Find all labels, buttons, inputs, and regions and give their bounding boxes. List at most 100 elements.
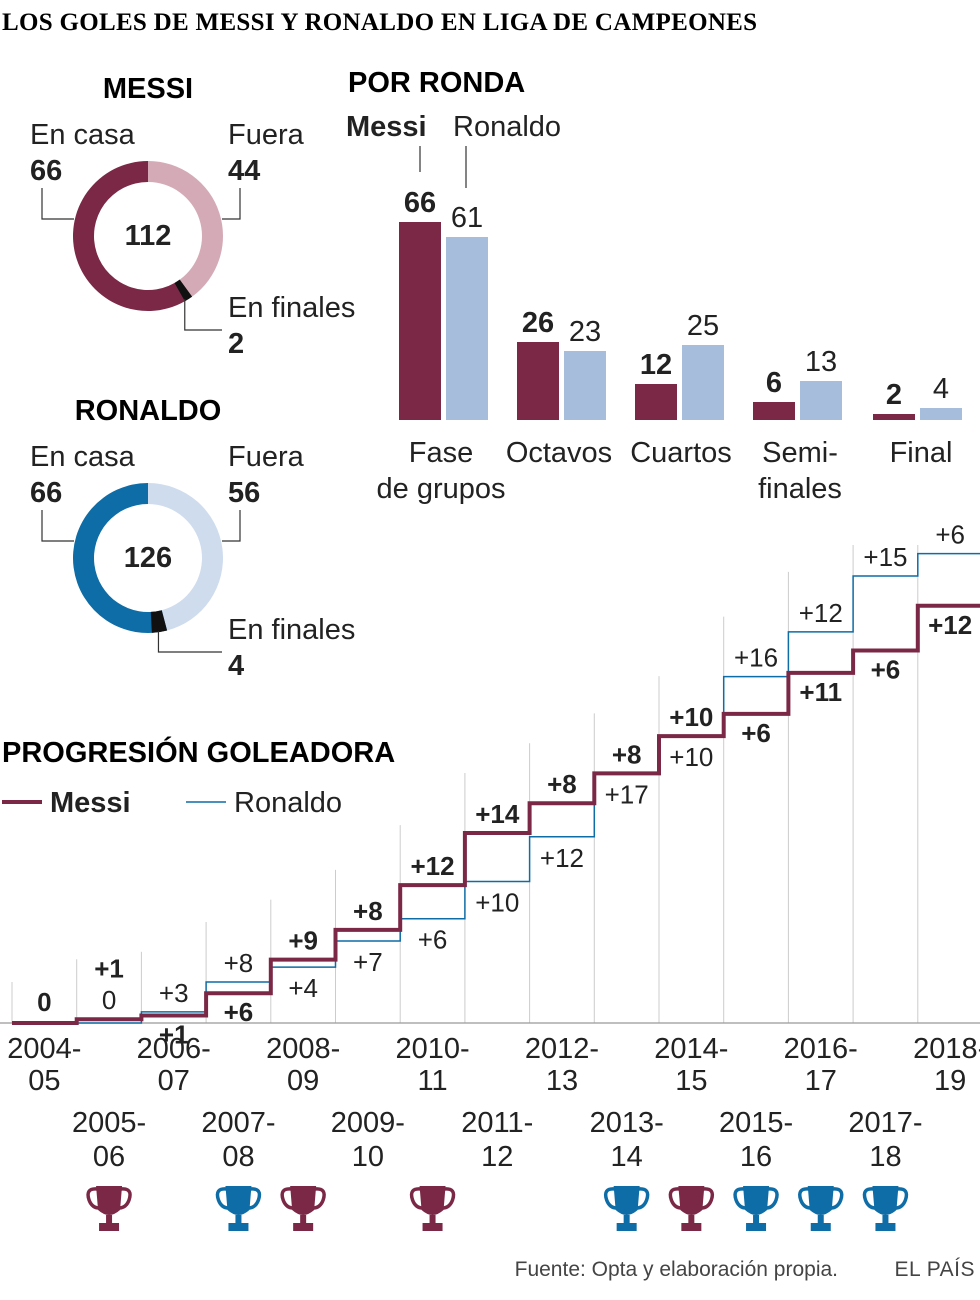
- x-tick-label: 15: [675, 1065, 707, 1097]
- trophy-handle: [118, 1187, 132, 1210]
- leader-home: [41, 188, 74, 220]
- legend-messi: Messi: [50, 787, 131, 819]
- trophy-icon: [798, 1186, 844, 1231]
- trophy-stem: [688, 1215, 695, 1224]
- trophy-base: [810, 1223, 831, 1231]
- x-tick-label: 2017-: [848, 1107, 922, 1139]
- trophy-icon: [215, 1186, 262, 1231]
- bar-ronaldo: [920, 408, 962, 420]
- x-tick-label: 2014-: [654, 1033, 728, 1065]
- trophy-base: [99, 1223, 120, 1231]
- step-label-messi: +12: [410, 851, 454, 881]
- donut-segment-home: [73, 483, 168, 633]
- bar-value-messi: 6: [766, 367, 782, 399]
- trophy-cup: [807, 1186, 834, 1215]
- x-tick-label: 2009-: [331, 1107, 405, 1139]
- bar-group-3: 6 13 Semi-finales: [753, 346, 842, 505]
- step-label-messi: +1: [159, 1020, 189, 1050]
- donut-segment-away: [148, 161, 223, 297]
- trophy-stem: [235, 1215, 242, 1224]
- x-tick-label: 19: [934, 1065, 966, 1097]
- line-messi: [12, 603, 980, 1025]
- donut-total-ronaldo: 126: [124, 542, 172, 574]
- trophy-handle: [701, 1187, 715, 1210]
- trophy-handle: [733, 1187, 747, 1210]
- home-value-ronaldo: 66: [30, 477, 62, 509]
- category-label: Octavos: [506, 437, 612, 469]
- leader-home: [41, 510, 74, 542]
- category-label: finales: [758, 473, 842, 505]
- trophy-stem: [300, 1215, 307, 1224]
- x-tick-label: 2008-: [266, 1033, 340, 1065]
- bar-value-messi: 26: [522, 307, 554, 339]
- step-label-messi: +8: [547, 769, 577, 799]
- step-label-messi: +6: [871, 655, 901, 685]
- trophy-base: [293, 1223, 314, 1231]
- bar-group-0: 66 61 Fase de grupos: [377, 187, 506, 505]
- trophy-handle: [862, 1187, 876, 1210]
- donut-messi: MESSI 112 En casa 66 Fuera 44 En finales 2: [30, 73, 355, 360]
- trophy-cup: [743, 1186, 770, 1215]
- trophy-stem: [817, 1215, 824, 1224]
- bar-ronaldo: [800, 381, 842, 420]
- x-tick-label: 17: [805, 1065, 837, 1097]
- step-label-ronaldo: 0: [102, 985, 116, 1015]
- step-label-messi: +6: [224, 997, 254, 1027]
- x-tick-label: 2004-: [7, 1033, 81, 1065]
- bar-chart-title: POR RONDA: [348, 67, 525, 99]
- step-label-ronaldo: +10: [669, 742, 713, 772]
- trophy-stem: [753, 1215, 760, 1224]
- step-label-messi: +6: [741, 718, 771, 748]
- x-tick-label: 09: [287, 1065, 319, 1097]
- trophy-base: [875, 1223, 896, 1231]
- bar-value-messi: 66: [404, 187, 436, 219]
- finals-label-ronaldo: En finales: [228, 614, 355, 646]
- trophy-handle: [409, 1187, 423, 1210]
- trophy-cup: [613, 1186, 640, 1215]
- step-label-ronaldo: +15: [863, 542, 907, 572]
- trophy-cup: [678, 1186, 705, 1215]
- step-label-messi: +8: [612, 739, 642, 769]
- trophy-handle: [313, 1187, 326, 1210]
- step-label-ronaldo: +10: [475, 887, 519, 917]
- x-tick-label: 2016-: [784, 1033, 858, 1065]
- x-tick-label: 2013-: [590, 1107, 664, 1139]
- trophy-stem: [882, 1215, 889, 1224]
- donut-segment-finals: [174, 279, 193, 302]
- step-label-ronaldo: +12: [799, 598, 843, 628]
- trophy-cup: [225, 1186, 252, 1215]
- trophy-cup: [419, 1186, 446, 1215]
- x-tick-label: 16: [740, 1141, 772, 1173]
- step-label-messi: +12: [928, 610, 972, 640]
- category-label: Semi-: [762, 437, 838, 469]
- home-label-messi: En casa: [30, 119, 136, 151]
- bar-messi: [873, 414, 915, 420]
- step-label-ronaldo: +8: [224, 948, 254, 978]
- trophy-icon: [409, 1186, 456, 1231]
- step-label-messi: 0: [37, 987, 51, 1017]
- away-label-messi: Fuera: [228, 119, 305, 151]
- donut-title-ronaldo: RONALDO: [75, 395, 222, 427]
- step-label-ronaldo: +16: [734, 643, 778, 673]
- x-tick-label: 05: [28, 1065, 60, 1097]
- step-label-messi: +11: [799, 677, 842, 707]
- x-tick-label: 06: [93, 1141, 125, 1173]
- x-tick-label: 2018-: [913, 1033, 980, 1065]
- category-label: Cuartos: [630, 437, 732, 469]
- bar-value-messi: 12: [640, 349, 672, 381]
- legend-ronaldo-label: Ronaldo: [453, 111, 561, 143]
- leader-finals: [184, 299, 222, 331]
- away-label-ronaldo: Fuera: [228, 441, 305, 473]
- bar-ronaldo: [446, 237, 488, 420]
- step-label-messi: +9: [288, 926, 318, 956]
- bar-value-ronaldo: 13: [805, 346, 837, 378]
- donut-charts: MESSI 112 En casa 66 Fuera 44 En finales 2 RONAL…: [30, 73, 355, 682]
- x-tick-label: 11: [417, 1065, 447, 1097]
- trophy-handle: [215, 1187, 229, 1210]
- trophy-handle: [86, 1187, 100, 1210]
- leader-finals: [157, 631, 222, 653]
- home-value-messi: 66: [30, 155, 62, 187]
- trophy-handle: [765, 1187, 779, 1210]
- trophy-base: [228, 1223, 249, 1231]
